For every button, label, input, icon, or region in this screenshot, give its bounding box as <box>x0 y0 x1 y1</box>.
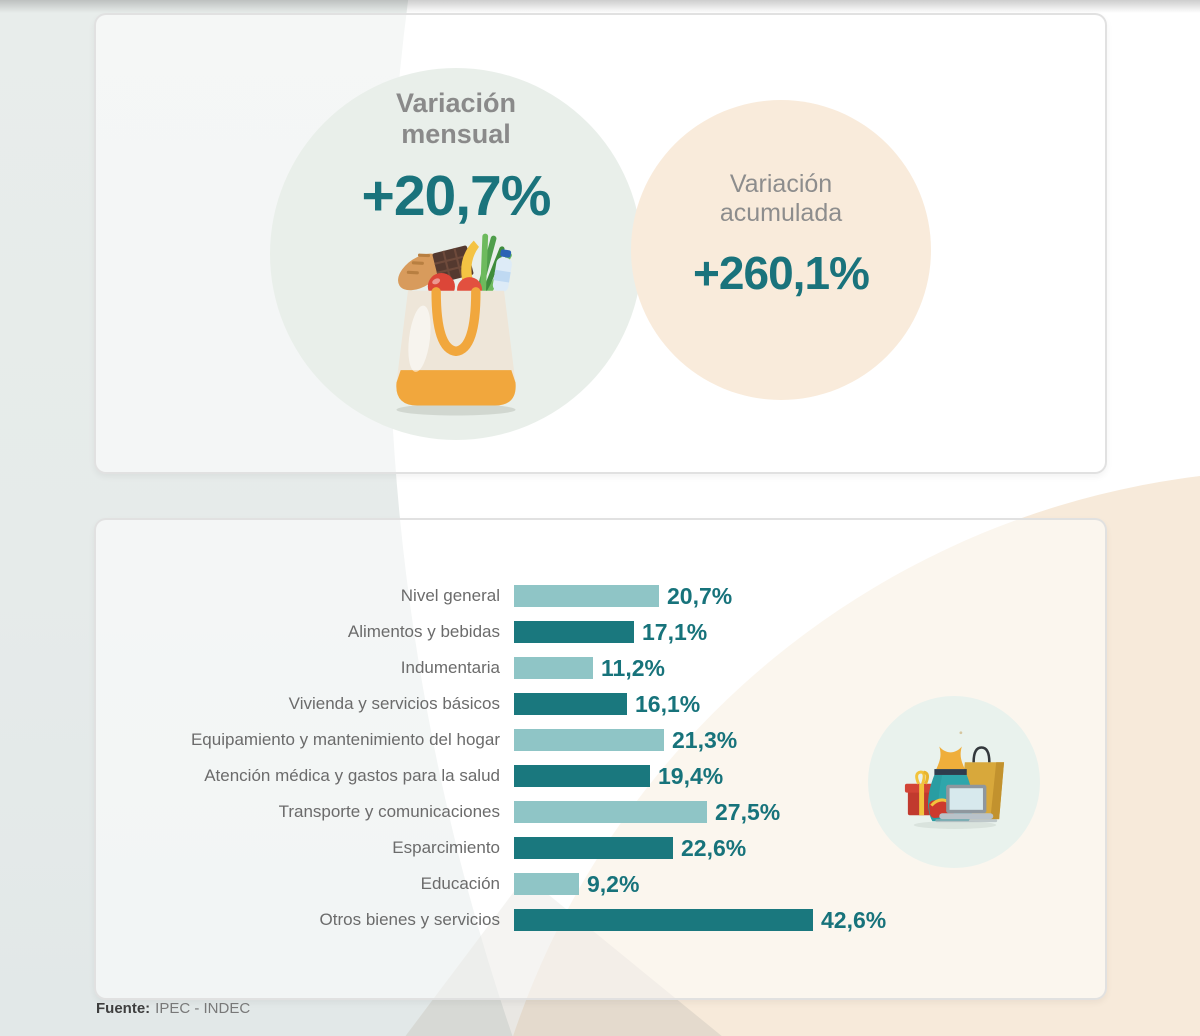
bar-row: Atención médica y gastos para la salud 19… <box>96 758 1105 794</box>
bar <box>514 837 673 859</box>
bar-label: Esparcimiento <box>392 838 500 857</box>
bar-row: Alimentos y bebidas 17,1% <box>96 614 1105 650</box>
bar-row: Nivel general 20,7% <box>96 578 1105 614</box>
bar-label: Vivienda y servicios básicos <box>288 694 500 713</box>
bar-label: Indumentaria <box>400 658 500 677</box>
bar-row: Indumentaria 11,2% <box>96 650 1105 686</box>
bar-label: Atención médica y gastos para la salud <box>204 766 500 785</box>
water-bottle-icon <box>492 249 512 292</box>
shopping-items-illustration <box>904 731 1005 829</box>
monthly-variation-label: Variación mensual <box>270 88 642 151</box>
categories-chart-card: Nivel general 20,7% Alimentos y bebidas 17,… <box>94 518 1107 1000</box>
bar <box>514 693 627 715</box>
grocery-bag-illustration <box>396 233 516 416</box>
bar-row: Transporte y comunicaciones 27,5% <box>96 794 1105 830</box>
bar-value: 11,2% <box>601 654 665 681</box>
bar <box>514 909 813 931</box>
bar <box>514 621 634 643</box>
bar <box>514 657 593 679</box>
laptop-icon <box>935 784 998 823</box>
monthly-variation-label-text: Variación mensual <box>395 88 517 150</box>
monthly-variation-value: +20,7% <box>361 164 552 228</box>
top-edge-shadow <box>0 0 1200 13</box>
bar-row: Educación 9,2% <box>96 866 1105 902</box>
accumulated-variation-value: +260,1% <box>693 247 870 299</box>
bar-value: 42,6% <box>821 906 887 933</box>
bar-label: Nivel general <box>400 586 500 605</box>
source-text: IPEC - INDEC <box>155 1000 251 1017</box>
accumulated-variation-label-text: Variación acumulada <box>719 170 843 227</box>
monthly-variation-circle: Variación mensual +20,7% <box>270 68 642 440</box>
bag-bottom-band <box>396 370 516 406</box>
shopping-illustration-circle <box>868 696 1040 868</box>
bar-row: Esparcimiento 22,6% <box>96 830 1105 866</box>
bag-handle <box>431 287 481 356</box>
bar <box>514 765 650 787</box>
bar-value: 9,2% <box>587 870 640 897</box>
bar-chart: Nivel general 20,7% Alimentos y bebidas 17,… <box>96 578 1105 938</box>
bar <box>514 873 579 895</box>
bar-value: 17,1% <box>642 618 708 645</box>
bar-label: Otros bienes y servicios <box>319 910 500 929</box>
summary-card: Variación mensual +20,7% <box>94 13 1107 474</box>
accumulated-variation-label: Variación acumulada <box>631 170 931 228</box>
bar-value: 27,5% <box>715 798 781 825</box>
bar <box>514 729 664 751</box>
accumulated-variation-circle: Variación acumulada +260,1% <box>631 100 931 400</box>
source-note: Fuente: IPEC - INDEC <box>96 1000 250 1017</box>
bar-label: Transporte y comunicaciones <box>278 802 500 821</box>
bar <box>514 801 707 823</box>
bar-value: 16,1% <box>635 690 701 717</box>
source-label: Fuente: <box>96 1000 151 1017</box>
bar-label: Equipamiento y mantenimiento del hogar <box>190 730 500 749</box>
bar-row: Otros bienes y servicios 42,6% <box>96 902 1105 938</box>
banana-icon <box>461 240 479 289</box>
bar-value: 20,7% <box>667 582 733 609</box>
bar-value: 21,3% <box>672 726 738 753</box>
bar-value: 19,4% <box>658 762 724 789</box>
bar-row: Equipamiento y mantenimiento del hogar 21… <box>96 722 1105 758</box>
bar-label: Alimentos y bebidas <box>347 622 500 641</box>
bar-label: Educación <box>420 874 500 893</box>
bar <box>514 585 659 607</box>
bar-value: 22,6% <box>681 834 747 861</box>
bar-row: Vivienda y servicios básicos 16,1% <box>96 686 1105 722</box>
